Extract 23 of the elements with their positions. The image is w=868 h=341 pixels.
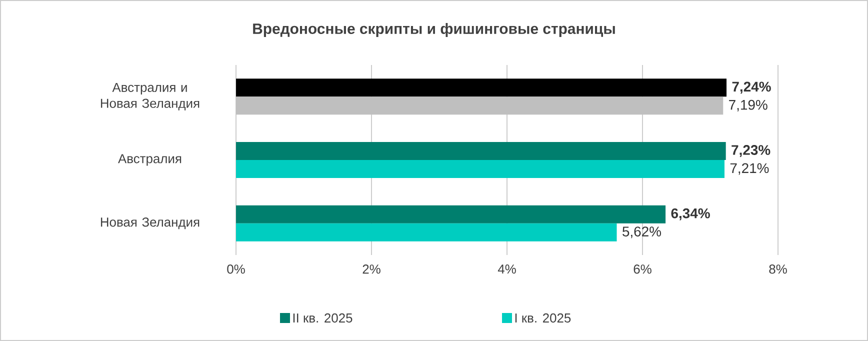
x-tick-label: 6%: [634, 264, 652, 274]
bar: [236, 78, 727, 97]
data-label: 7,21%: [730, 163, 769, 175]
x-tick-label: 0%: [227, 264, 245, 274]
x-tick-label: 8%: [769, 264, 787, 274]
bar: [236, 223, 617, 242]
bar: [236, 205, 666, 224]
legend-label: I кв. 2025: [515, 313, 571, 323]
bar: [236, 142, 726, 160]
data-label: 6,34%: [671, 208, 710, 220]
data-label: 7,23%: [732, 145, 770, 157]
y-tick-label: Австралия: [118, 154, 182, 166]
bar: [236, 96, 724, 115]
bar: [236, 160, 724, 178]
chart-title: Вредоносные скрипты и фишинговые страницы: [253, 23, 615, 37]
data-label: 7,19%: [729, 100, 768, 112]
legend-label: II кв. 2025: [293, 313, 352, 323]
x-tick-label: 4%: [498, 264, 516, 274]
y-tick-label: Австралия и Новая Зеландия: [100, 82, 200, 110]
data-label: 5,62%: [622, 226, 662, 238]
data-label: 7,24%: [732, 82, 771, 94]
y-tick-label: Новая Зеландия: [100, 218, 200, 230]
x-tick-label: 2%: [362, 264, 380, 274]
